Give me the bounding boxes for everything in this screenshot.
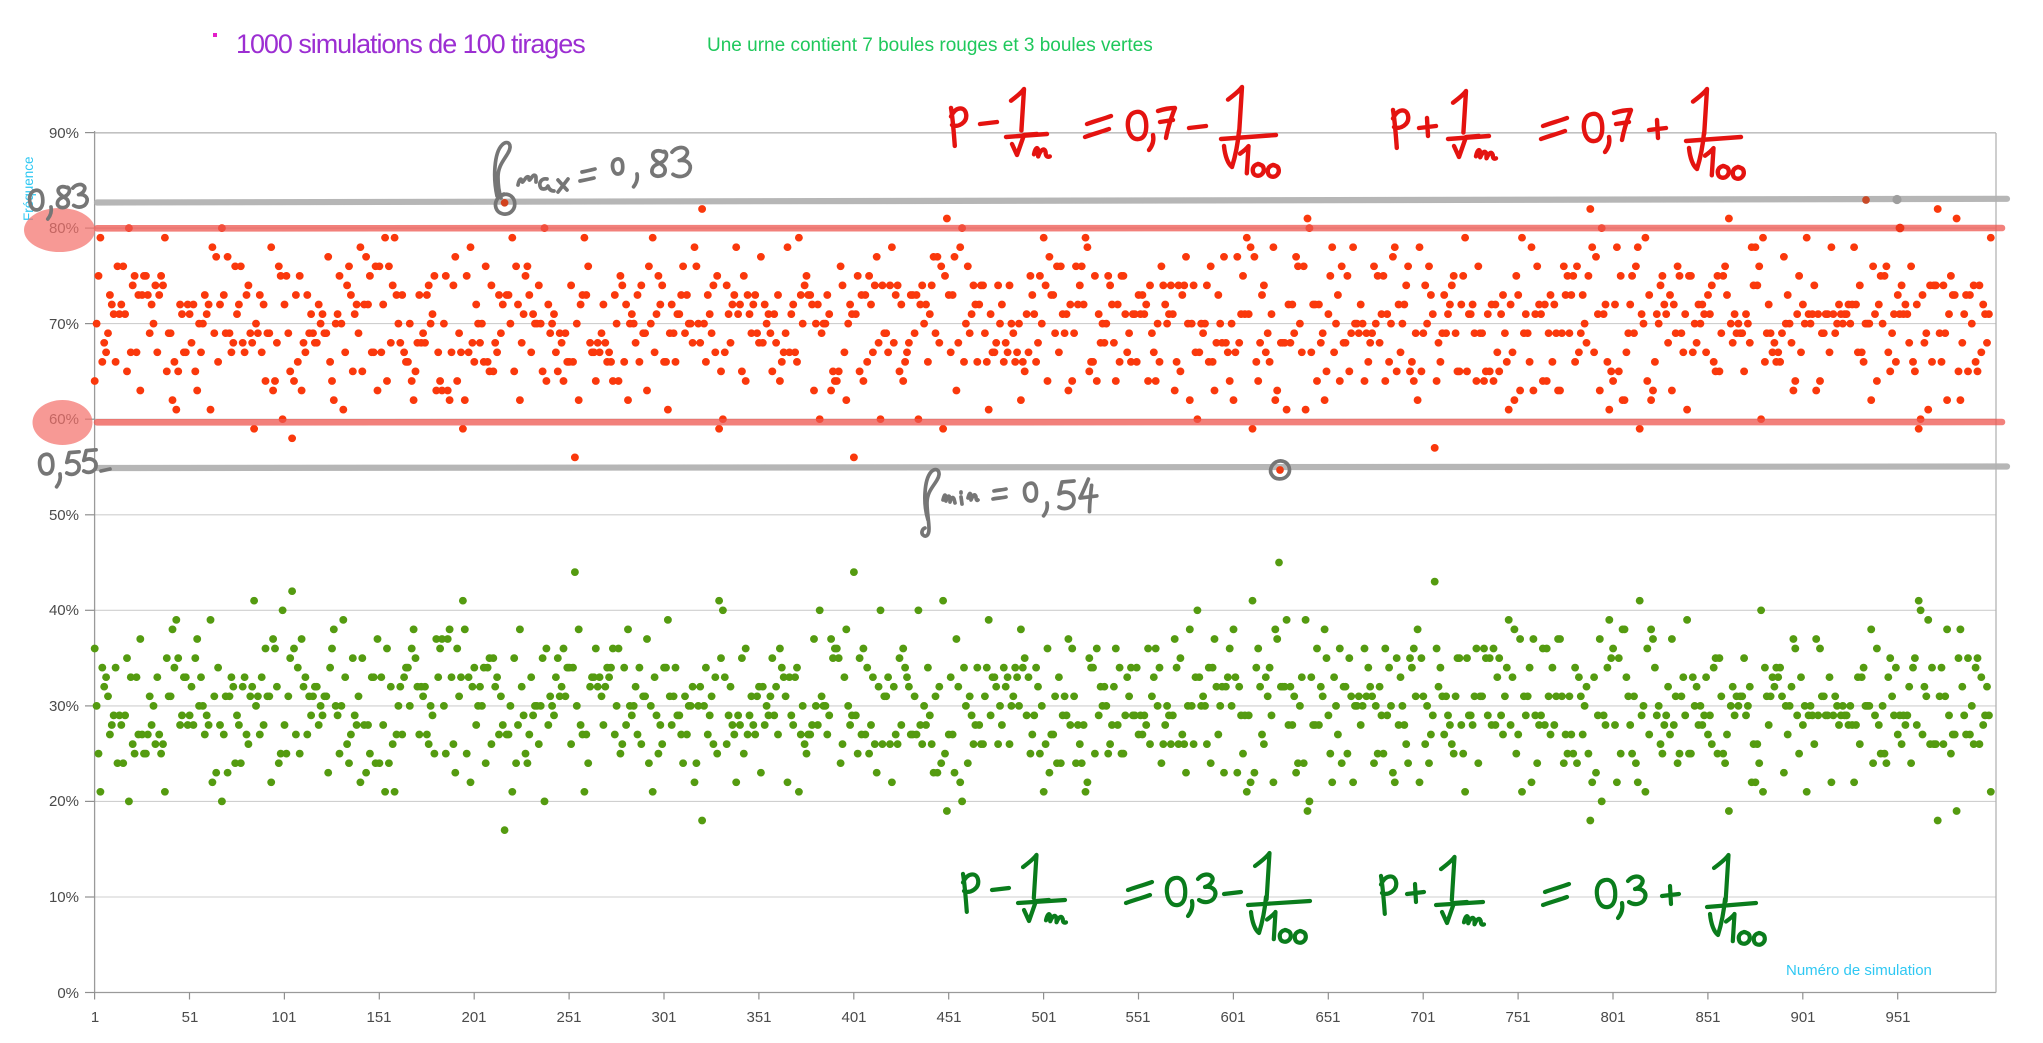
svg-text:Numéro de simulation: Numéro de simulation <box>1786 962 1932 979</box>
svg-text:351: 351 <box>746 1009 771 1026</box>
svg-text:1000 simulations de 100 tirage: 1000 simulations de 100 tirages <box>236 29 585 59</box>
svg-text:1: 1 <box>91 1009 99 1026</box>
svg-text:0%: 0% <box>57 985 79 1002</box>
svg-text:851: 851 <box>1695 1009 1720 1026</box>
svg-text:451: 451 <box>936 1009 961 1026</box>
svg-text:101: 101 <box>271 1009 296 1026</box>
svg-text:10%: 10% <box>49 889 79 906</box>
svg-text:Fréquence: Fréquence <box>21 156 36 221</box>
svg-text:90%: 90% <box>49 125 79 142</box>
svg-text:551: 551 <box>1125 1009 1150 1026</box>
svg-text:Une urne contient 7 boules rou: Une urne contient 7 boules rouges et 3 b… <box>707 35 1153 56</box>
svg-text:50%: 50% <box>49 507 79 524</box>
svg-text:301: 301 <box>651 1009 676 1026</box>
svg-text:51: 51 <box>182 1009 199 1026</box>
svg-text:151: 151 <box>366 1009 391 1026</box>
svg-text:70%: 70% <box>49 316 79 333</box>
svg-text:201: 201 <box>461 1009 486 1026</box>
svg-text:40%: 40% <box>49 602 79 619</box>
svg-text:951: 951 <box>1885 1009 1910 1026</box>
svg-text:20%: 20% <box>49 793 79 810</box>
svg-text:251: 251 <box>556 1009 581 1026</box>
svg-text:601: 601 <box>1220 1009 1245 1026</box>
svg-text:701: 701 <box>1410 1009 1435 1026</box>
svg-text:751: 751 <box>1505 1009 1530 1026</box>
svg-text:501: 501 <box>1031 1009 1056 1026</box>
svg-text:651: 651 <box>1315 1009 1340 1026</box>
svg-text:801: 801 <box>1600 1009 1625 1026</box>
svg-text:901: 901 <box>1790 1009 1815 1026</box>
svg-text:401: 401 <box>841 1009 866 1026</box>
svg-text:30%: 30% <box>49 698 79 715</box>
